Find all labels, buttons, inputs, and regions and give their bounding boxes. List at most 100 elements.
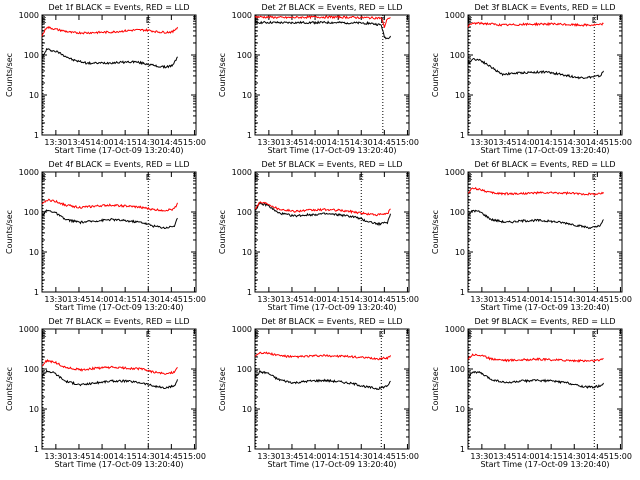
event-marker-label: E — [359, 173, 364, 182]
y-tick-label: 10 — [455, 405, 465, 414]
event-marker-label: E — [592, 16, 597, 25]
y-tick-label: 10 — [242, 405, 252, 414]
y-axis-label: Counts/sec — [431, 53, 440, 97]
lld-series-line — [467, 353, 604, 363]
chart-title: Det 9f BLACK = Events, RED = LLD — [474, 317, 615, 326]
x-tick-label: 13:30 — [470, 452, 493, 461]
x-axis-label: Start Time (17-Oct-09 13:20:40) — [267, 146, 396, 155]
y-tick-label: 1 — [460, 131, 465, 140]
y-axis-label: Counts/sec — [431, 210, 440, 254]
events-series-line — [254, 20, 391, 40]
x-axis-label: Start Time (17-Oct-09 13:20:40) — [480, 146, 609, 155]
y-tick-label: 10 — [455, 91, 465, 100]
y-tick-label: 1 — [460, 288, 465, 297]
y-tick-label: 1 — [460, 445, 465, 454]
x-tick-label: 14:45 — [586, 452, 609, 461]
x-tick-label: 13:30 — [257, 295, 280, 304]
x-tick-label: 14:45 — [160, 295, 183, 304]
y-tick-label: 100 — [24, 51, 39, 60]
x-tick-label: 13:30 — [44, 138, 67, 147]
y-tick-label: 1 — [247, 131, 252, 140]
x-tick-label: 14:30 — [350, 295, 373, 304]
x-tick-label: 13:45 — [493, 452, 516, 461]
x-axis-label: Start Time (17-Oct-09 13:20:40) — [54, 460, 183, 469]
x-tick-label: 15:00 — [609, 452, 632, 461]
x-tick-label: 13:30 — [257, 138, 280, 147]
events-series-line — [254, 370, 391, 391]
y-tick-label: 1000 — [445, 11, 465, 20]
y-axis-label: Counts/sec — [218, 53, 227, 97]
events-series-line — [467, 57, 604, 80]
chart-title: Det 2f BLACK = Events, RED = LLD — [261, 3, 402, 12]
plot-frame — [467, 14, 623, 136]
x-tick-label: 13:30 — [257, 452, 280, 461]
event-marker-label: E — [146, 173, 151, 182]
x-tick-label: 14:15 — [540, 295, 563, 304]
x-tick-label: 14:45 — [373, 452, 396, 461]
x-tick-label: 14:00 — [304, 452, 327, 461]
lld-series-line — [254, 15, 391, 28]
chart-title: Det 3f BLACK = Events, RED = LLD — [474, 3, 615, 12]
events-series-line — [41, 369, 178, 390]
x-axis-label: Start Time (17-Oct-09 13:20:40) — [480, 460, 609, 469]
y-tick-label: 1000 — [445, 168, 465, 177]
x-axis-label: Start Time (17-Oct-09 13:20:40) — [267, 460, 396, 469]
x-tick-label: 13:45 — [280, 138, 303, 147]
x-axis-label: Start Time (17-Oct-09 13:20:40) — [267, 303, 396, 312]
event-marker-label: E — [41, 16, 46, 25]
x-tick-label: 14:15 — [540, 138, 563, 147]
x-tick-label: 13:30 — [44, 295, 67, 304]
plot-frame — [254, 14, 410, 136]
y-axis-label: Counts/sec — [218, 210, 227, 254]
chart-title: Det 8f BLACK = Events, RED = LLD — [261, 317, 402, 326]
x-tick-label: 13:45 — [280, 295, 303, 304]
x-tick-label: 14:00 — [91, 452, 114, 461]
x-tick-label: 15:00 — [183, 138, 206, 147]
x-tick-label: 14:00 — [91, 295, 114, 304]
plot-frame — [467, 328, 623, 450]
x-tick-label: 14:45 — [586, 138, 609, 147]
y-tick-label: 1000 — [19, 11, 39, 20]
plot-frame — [254, 171, 410, 293]
y-tick-label: 10 — [29, 91, 39, 100]
lld-series-line — [254, 201, 391, 217]
x-tick-label: 14:45 — [586, 295, 609, 304]
y-tick-label: 1 — [34, 445, 39, 454]
y-axis-label: Counts/sec — [5, 53, 14, 97]
plot-frame — [41, 171, 197, 293]
event-marker-label: E — [467, 16, 472, 25]
x-tick-label: 15:00 — [609, 138, 632, 147]
x-tick-label: 13:45 — [493, 295, 516, 304]
chart-title: Det 5f BLACK = Events, RED = LLD — [261, 160, 402, 169]
x-tick-label: 13:30 — [44, 452, 67, 461]
x-tick-label: 14:00 — [517, 452, 540, 461]
y-tick-label: 100 — [237, 365, 252, 374]
events-series-line — [467, 209, 604, 230]
y-tick-label: 100 — [237, 208, 252, 217]
y-axis-label: Counts/sec — [5, 210, 14, 254]
lld-series-line — [467, 21, 604, 28]
x-tick-label: 14:30 — [563, 295, 586, 304]
x-tick-label: 14:00 — [517, 138, 540, 147]
lld-series-line — [467, 186, 604, 196]
x-tick-label: 13:45 — [67, 452, 90, 461]
x-tick-label: 13:30 — [470, 295, 493, 304]
y-tick-label: 100 — [237, 51, 252, 60]
event-marker-label: E — [254, 173, 259, 182]
chart-title: Det 6f BLACK = Events, RED = LLD — [474, 160, 615, 169]
chart-title: Det 1f BLACK = Events, RED = LLD — [48, 3, 189, 12]
chart-title: Det 4f BLACK = Events, RED = LLD — [48, 160, 189, 169]
lld-series-line — [41, 25, 178, 37]
x-tick-label: 14:15 — [114, 452, 137, 461]
y-tick-label: 1000 — [19, 325, 39, 334]
event-marker-label: E — [592, 330, 597, 339]
x-tick-label: 14:45 — [373, 138, 396, 147]
events-series-line — [254, 202, 391, 227]
x-axis-label: Start Time (17-Oct-09 13:20:40) — [54, 303, 183, 312]
